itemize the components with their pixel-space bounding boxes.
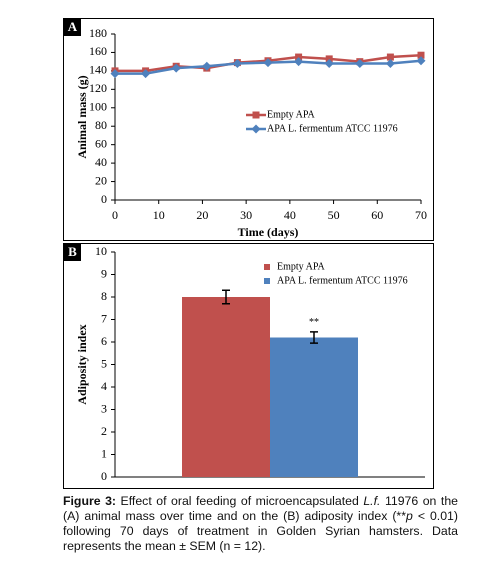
y-tick-label: 3 — [101, 401, 107, 415]
y-tick-label: 40 — [95, 155, 107, 169]
panel-frame — [63, 243, 434, 489]
x-tick-label: 10 — [153, 208, 165, 222]
annotation: ** — [309, 317, 319, 328]
point — [385, 59, 395, 69]
point — [325, 55, 333, 63]
legend-label: APA L. fermentum ATCC 11976 — [267, 123, 398, 134]
legend-swatch — [264, 264, 270, 270]
y-tick-label: 60 — [95, 136, 107, 150]
caption-text: L.f. — [363, 494, 381, 508]
point — [417, 51, 425, 59]
y-tick-label: 140 — [89, 63, 107, 77]
x-tick-label: 0 — [112, 208, 118, 222]
y-tick-label: 120 — [89, 81, 107, 95]
legend-label: Empty APA — [267, 109, 315, 120]
x-tick-label: 20 — [196, 208, 208, 222]
caption-label: Figure 3: — [63, 494, 117, 508]
point — [386, 53, 394, 61]
y-tick-label: 100 — [89, 100, 107, 114]
panel-frame — [63, 18, 434, 241]
legend-marker — [251, 124, 261, 134]
error-bar — [222, 289, 230, 305]
point — [171, 63, 181, 73]
panel-label-box — [64, 244, 81, 261]
legend-swatch — [264, 278, 270, 284]
point — [324, 59, 334, 69]
legend-marker — [252, 111, 260, 119]
panel-label-box — [64, 19, 81, 36]
y-tick-label: 2 — [101, 424, 107, 438]
legend-label: Empty APA — [277, 261, 325, 272]
x-tick-label: 50 — [328, 208, 340, 222]
point — [263, 58, 273, 68]
y-tick-label: 180 — [89, 26, 107, 40]
y-tick-label: 10 — [95, 244, 107, 258]
y-axis-label: Adiposity index — [75, 324, 89, 404]
y-tick-label: 8 — [101, 289, 107, 303]
y-tick-label: 0 — [101, 469, 107, 483]
point — [232, 59, 242, 69]
bar — [182, 297, 270, 477]
x-tick-label: 40 — [284, 208, 296, 222]
y-tick-label: 4 — [101, 379, 107, 393]
x-tick-label: 70 — [415, 208, 427, 222]
y-tick-label: 0 — [101, 192, 107, 206]
x-tick-label: 60 — [371, 208, 383, 222]
point — [202, 61, 212, 71]
caption-text: p — [406, 509, 413, 523]
point — [295, 53, 303, 61]
y-tick-label: 80 — [95, 118, 107, 132]
y-tick-label: 20 — [95, 173, 107, 187]
point — [294, 57, 304, 67]
x-tick-label: 30 — [240, 208, 252, 222]
y-tick-label: 9 — [101, 266, 107, 280]
caption-text: Effect of oral feeding of microencapsula… — [120, 494, 364, 508]
bar — [270, 337, 358, 477]
y-tick-label: 160 — [89, 44, 107, 58]
point — [355, 59, 365, 69]
caption-text: 11976 on the (A) animal mass over time a… — [63, 494, 458, 523]
point — [110, 69, 120, 79]
y-tick-label: 1 — [101, 446, 107, 460]
point — [141, 69, 151, 79]
y-tick-label: 5 — [101, 356, 107, 370]
y-tick-label: 7 — [101, 311, 107, 325]
panel-label: A — [68, 19, 78, 34]
caption: Figure 3: Effect of oral feeding of micr… — [63, 494, 458, 554]
y-tick-label: 6 — [101, 334, 107, 348]
legend-label: APA L. fermentum ATCC 11976 — [277, 275, 408, 286]
panel-label: B — [68, 244, 77, 259]
y-axis-label: Animal mass (g) — [75, 75, 89, 158]
caption-text: < 0.01) following 70 days of treatment i… — [63, 509, 458, 553]
point — [416, 56, 426, 66]
x-axis-label: Time (days) — [238, 225, 299, 239]
error-bar — [310, 331, 318, 344]
